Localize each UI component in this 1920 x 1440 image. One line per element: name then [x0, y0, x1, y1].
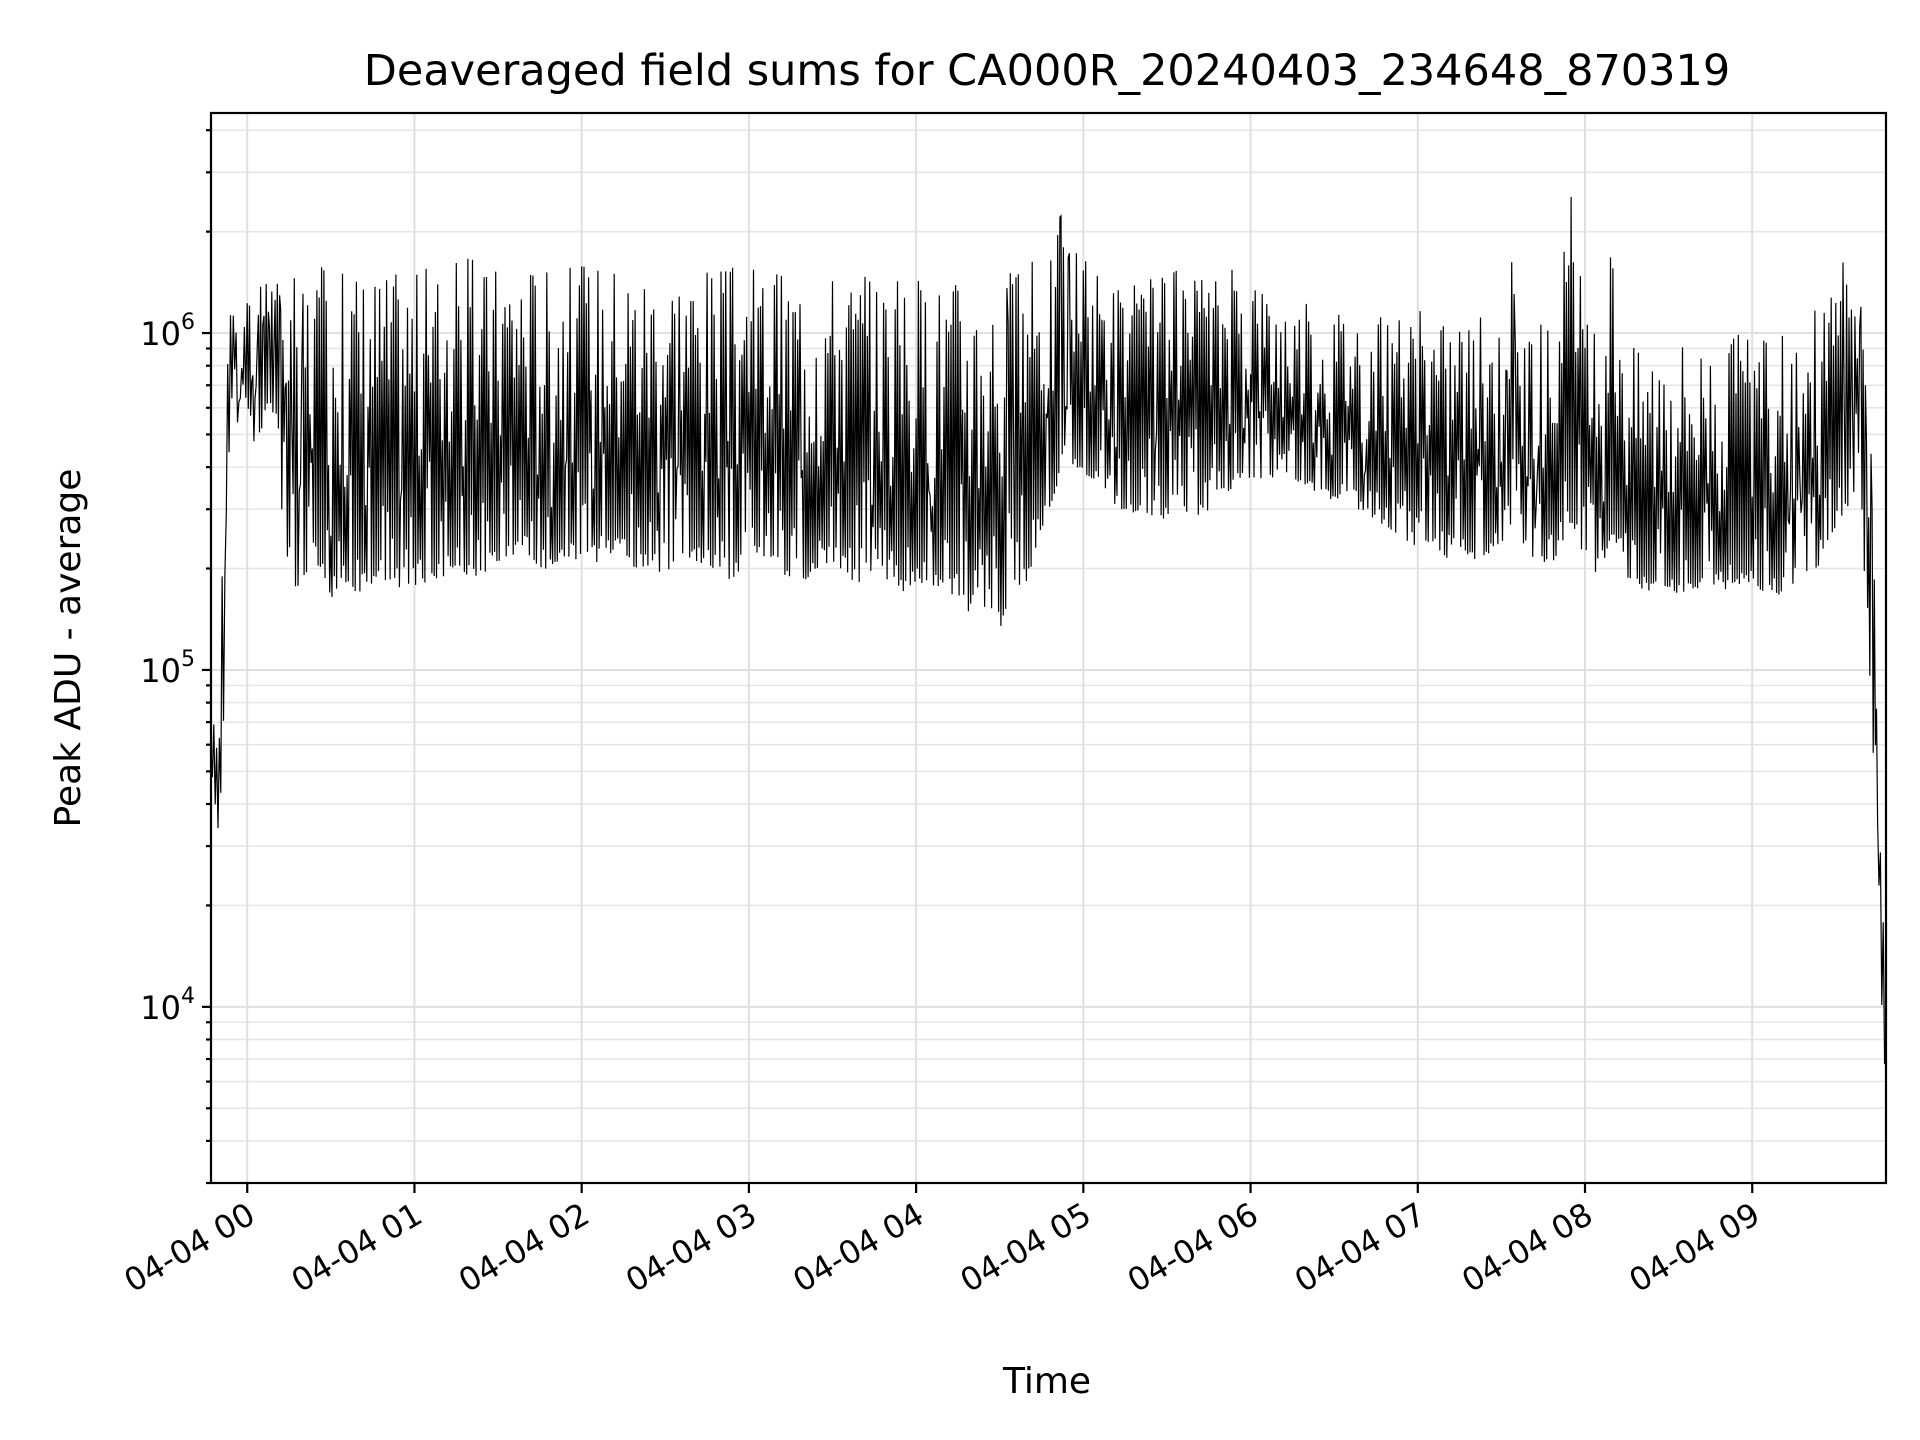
y-tick-label: 106	[140, 310, 195, 353]
x-tick-label: 04-04 01	[285, 1195, 429, 1300]
grid	[211, 113, 1886, 1184]
y-tick-label: 104	[140, 984, 195, 1027]
x-tick-label: 04-04 08	[1455, 1195, 1599, 1300]
x-tick-label: 04-04 00	[118, 1195, 262, 1300]
x-tick-label: 04-04 03	[619, 1195, 763, 1300]
ticks	[202, 129, 1754, 1193]
x-tick-label: 04-04 04	[787, 1195, 931, 1300]
plot-frame	[209, 111, 1888, 1185]
series-layer	[210, 196, 1886, 1065]
chart-title: Deaveraged field sums for CA000R_2024040…	[364, 46, 1730, 96]
x-tick-label: 04-04 06	[1121, 1195, 1265, 1300]
x-tick-label: 04-04 05	[954, 1195, 1098, 1300]
x-tick-label: 04-04 07	[1288, 1195, 1432, 1300]
y-tick-label: 105	[140, 647, 195, 690]
x-tick-label: 04-04 09	[1623, 1195, 1767, 1300]
x-axis-label: Time	[1002, 1361, 1091, 1402]
x-tick-labels: 04-04 00 04-04 01 04-04 02 04-04 03 04-04 04…	[118, 1195, 1767, 1300]
y-axis-label: Peak ADU - average	[48, 469, 89, 828]
x-tick-label: 04-04 02	[452, 1195, 596, 1300]
y-tick-labels: 104 105 106	[140, 310, 195, 1027]
series-line	[210, 196, 1886, 1065]
